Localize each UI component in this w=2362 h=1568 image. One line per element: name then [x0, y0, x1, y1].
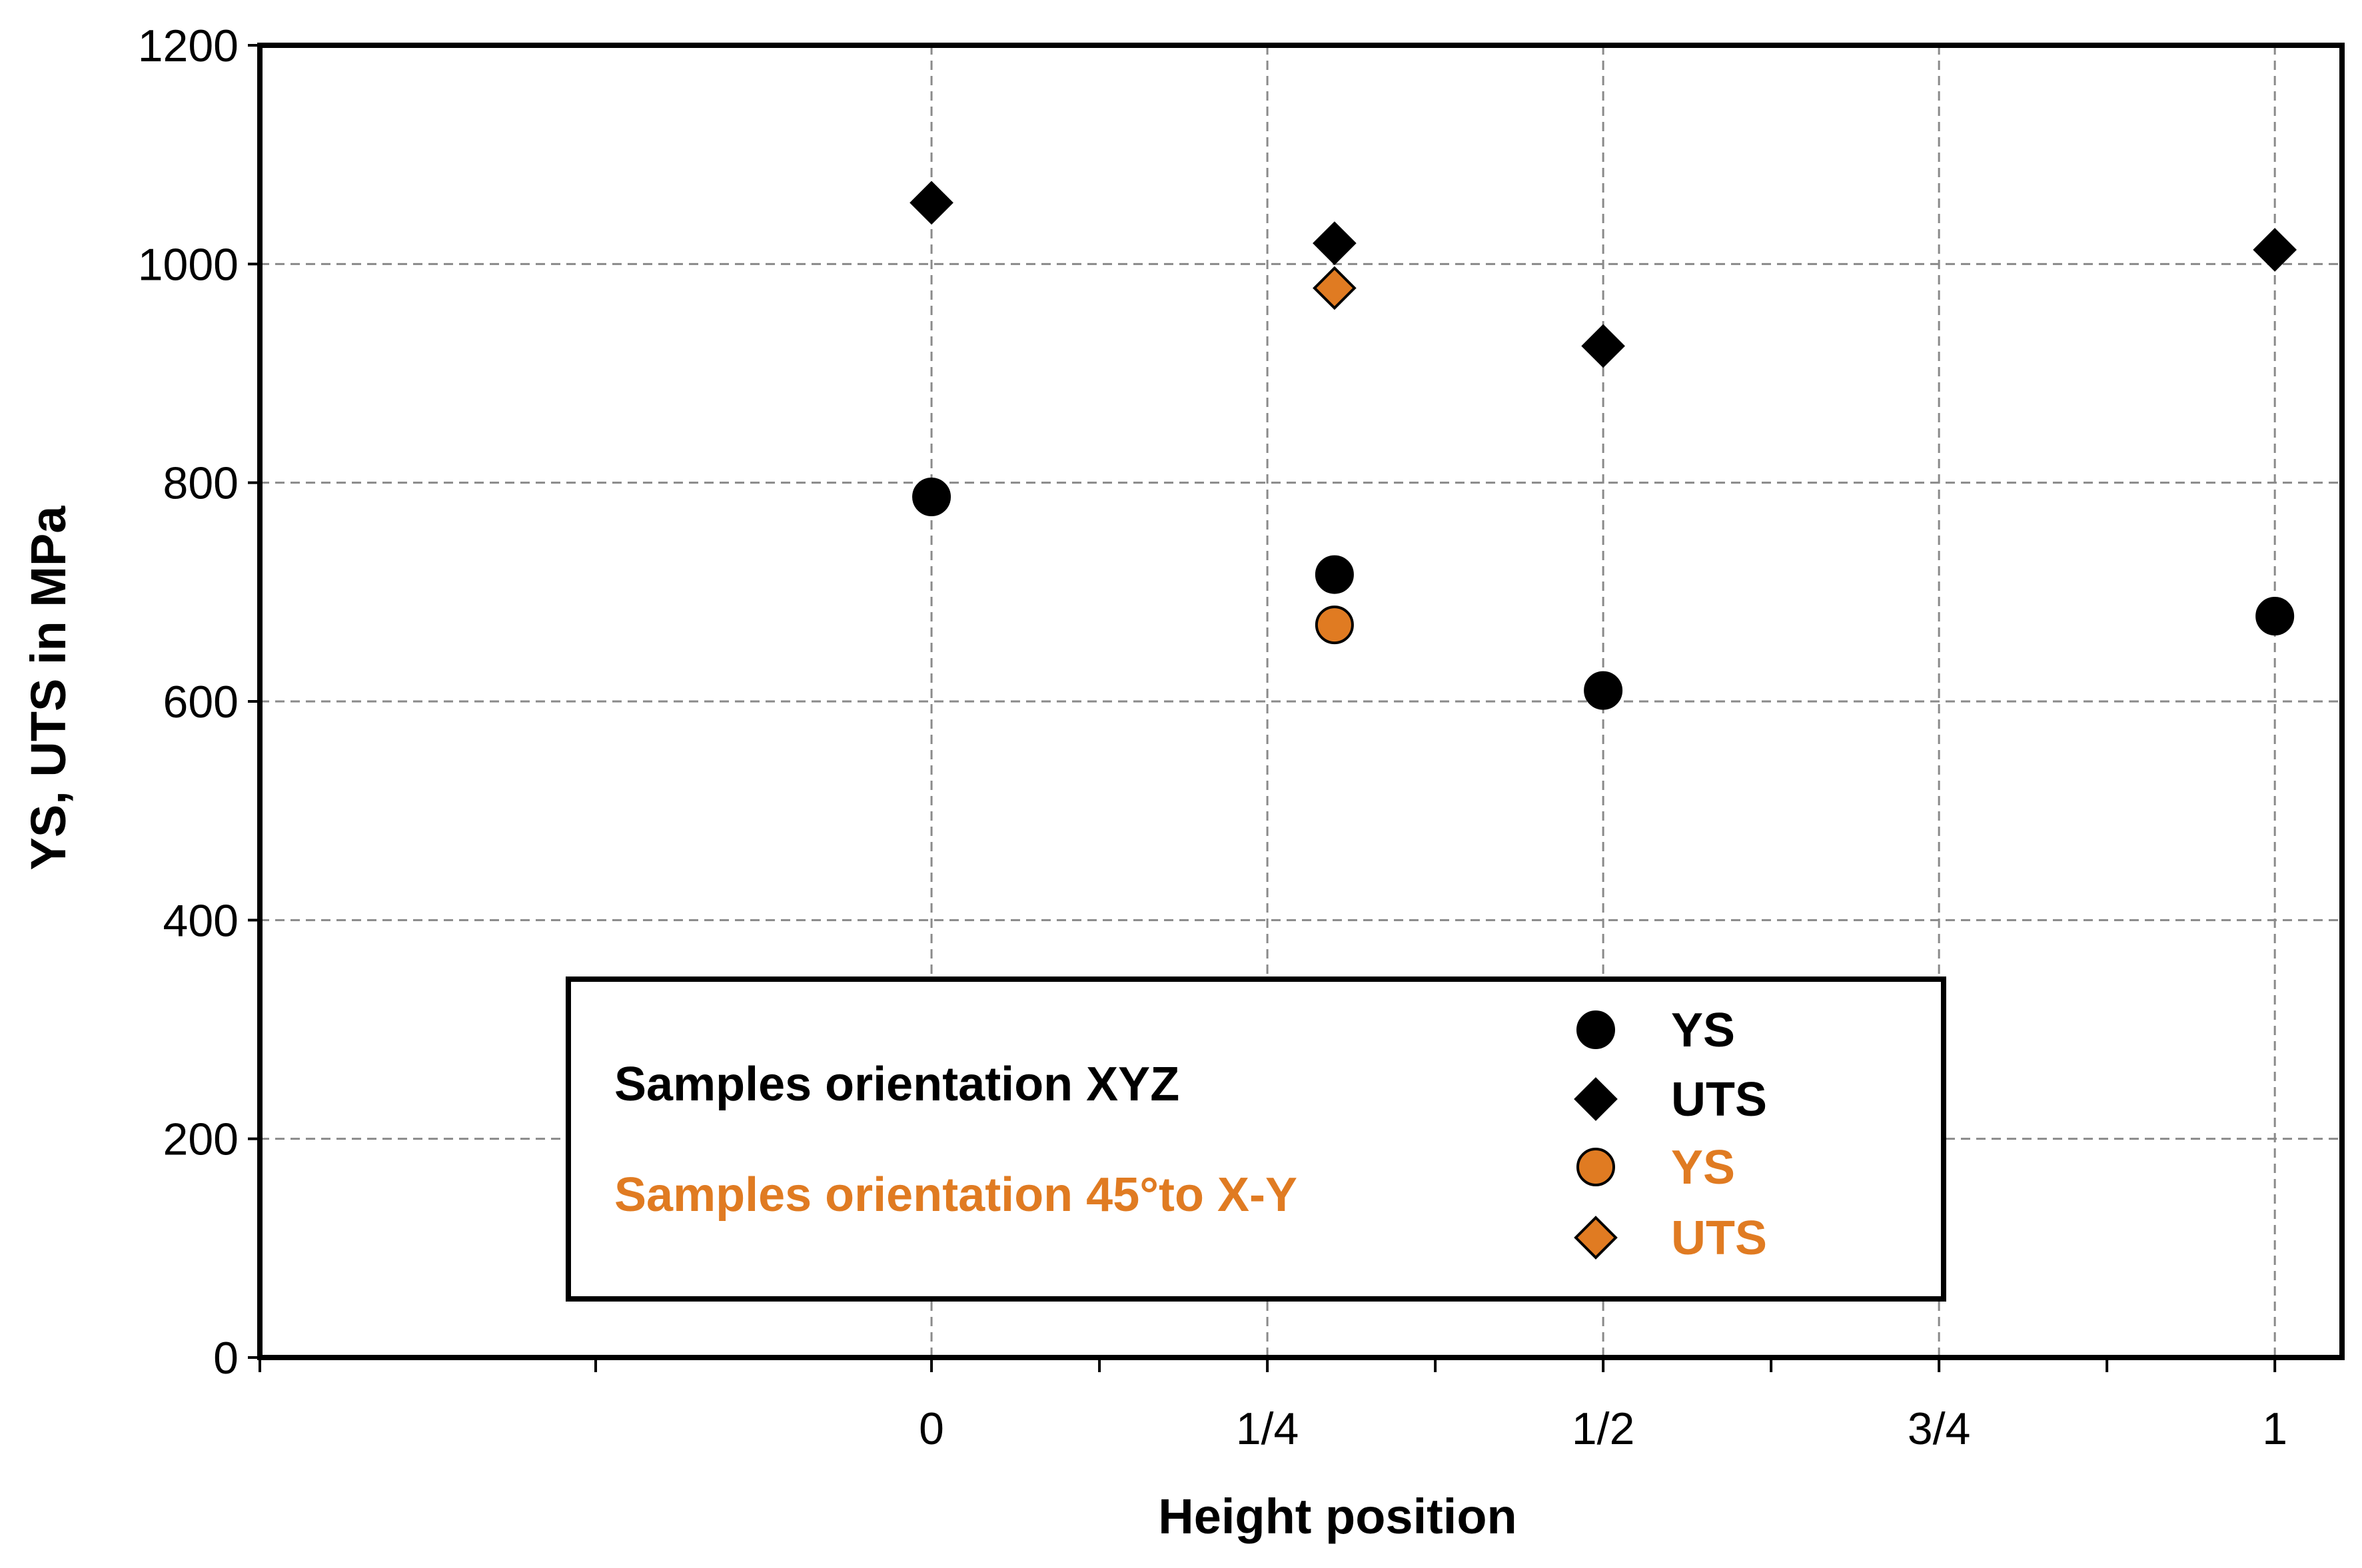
xyz-ys-point [912, 478, 951, 517]
xyz-uts-point [2253, 228, 2297, 272]
legend-group-label-45deg: Samples orientation 45°to X-Y [614, 1168, 1297, 1222]
legend-group-label-xyz: Samples orientation XYZ [614, 1058, 1179, 1111]
y-tick-label: 1200 [138, 21, 239, 71]
legend-marker-circle [1576, 1148, 1615, 1186]
y-axis-title: YS, UTS in MPa [21, 506, 76, 871]
xyz-uts-point [1581, 324, 1625, 368]
legend-entry-label: YS [1671, 1141, 1735, 1194]
y-tick-label: 400 [163, 895, 239, 946]
y-axis-ticks: 0 200 400 600 800 1000 1200 [138, 21, 260, 1383]
xyz-uts-point [1313, 221, 1357, 265]
45deg-ys-point [1315, 605, 1354, 645]
legend-marker-circle [1576, 1010, 1615, 1049]
xyz-ys-point [1315, 555, 1354, 594]
y-tick-label: 1000 [138, 239, 239, 290]
45deg-uts-point [1313, 266, 1357, 310]
y-tick-label: 0 [213, 1333, 239, 1383]
legend-entry-label: UTS [1671, 1073, 1767, 1126]
xyz-ys-point [2255, 596, 2295, 635]
y-tick-label: 200 [163, 1114, 239, 1165]
legend: Samples orientation XYZ Samples orientat… [566, 977, 1946, 1302]
legend-entry-label: YS [1671, 1004, 1735, 1057]
y-tick-label: 800 [163, 458, 239, 509]
legend-marker-diamond [1574, 1216, 1618, 1260]
x-tick-label: 3/4 [1908, 1403, 1971, 1454]
x-tick-label: 1 [2262, 1403, 2287, 1454]
x-tick-label: 0 [919, 1403, 944, 1454]
legend-box [566, 977, 1946, 1302]
x-tick-label: 1/4 [1236, 1403, 1299, 1454]
x-axis-title: Height position [1158, 1489, 1517, 1544]
xyz-ys-point [1584, 671, 1623, 710]
legend-entry-label: UTS [1671, 1212, 1767, 1265]
data-points [909, 181, 2297, 710]
legend-entries: YS UTS YS UTS [1574, 1004, 1767, 1265]
xyz-uts-point [909, 181, 953, 225]
y-tick-label: 600 [163, 677, 239, 727]
x-tick-label: 1/2 [1572, 1403, 1635, 1454]
legend-marker-diamond [1574, 1077, 1618, 1121]
x-axis-ticks: 0 1/4 1/2 3/4 1 [259, 1358, 2287, 1454]
